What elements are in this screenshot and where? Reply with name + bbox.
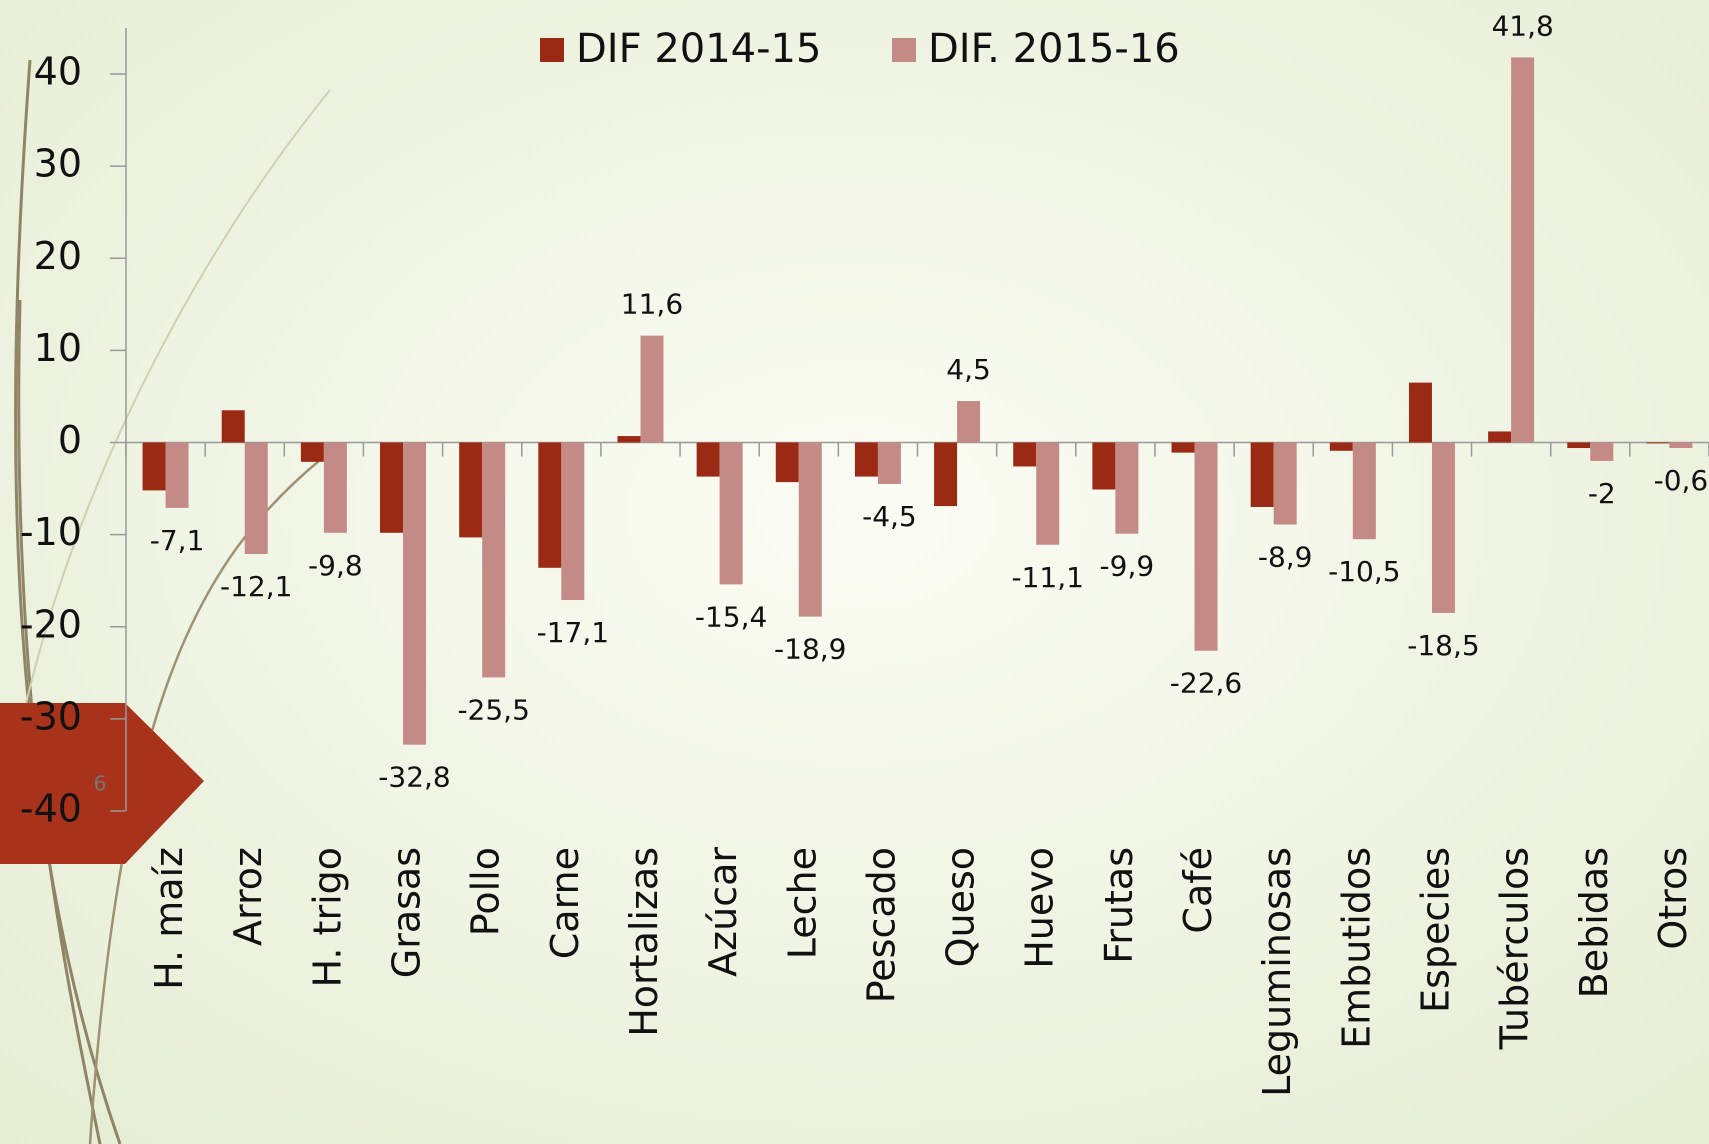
- value-label: -32,8: [378, 761, 450, 794]
- legend-label: DIF 2014-15: [576, 26, 821, 72]
- y-tick-label: 20: [34, 234, 82, 278]
- bar: [1511, 57, 1535, 443]
- bar: [1194, 442, 1218, 651]
- bar: [775, 442, 799, 483]
- legend-label: DIF. 2015-16: [928, 26, 1180, 72]
- x-tick-label: Carne: [543, 847, 587, 959]
- value-label: -25,5: [457, 693, 529, 726]
- y-tick-label: 0: [58, 418, 82, 462]
- bar: [1273, 442, 1297, 525]
- bar: [1171, 442, 1195, 453]
- bar: [1352, 442, 1376, 540]
- bar: [1669, 442, 1693, 449]
- bar: [934, 442, 958, 507]
- bar: [719, 442, 743, 585]
- bar: [1590, 442, 1614, 461]
- value-label: 4,5: [946, 353, 991, 386]
- x-tick-label: Grasas: [385, 847, 429, 978]
- bar: [1013, 442, 1037, 467]
- x-tick-label: Otros: [1651, 847, 1695, 950]
- bar: [640, 335, 664, 443]
- y-tick-label: 40: [34, 50, 82, 94]
- x-tick-label: Café: [1176, 847, 1220, 934]
- bar: [1115, 442, 1139, 534]
- legend-swatch: [892, 38, 916, 62]
- bar: [1092, 442, 1116, 490]
- x-tick-label: H. maíz: [147, 847, 191, 990]
- x-tick-label: Leche: [780, 847, 824, 959]
- bar: [854, 442, 878, 477]
- slide-number: 6: [94, 772, 107, 796]
- value-label: -9,8: [308, 549, 363, 582]
- bar: [538, 442, 562, 568]
- bar: [1488, 431, 1512, 443]
- legend-swatch: [540, 38, 564, 62]
- x-tick-label: Hortalizas: [622, 847, 666, 1037]
- x-tick-label: Leguminosas: [1255, 847, 1299, 1097]
- bar: [1250, 442, 1274, 507]
- value-label: 41,8: [1491, 9, 1553, 42]
- x-tick-label: H. trigo: [305, 847, 349, 988]
- bar: [1329, 442, 1353, 451]
- bar: [244, 442, 268, 554]
- bar: [403, 442, 427, 745]
- value-label: 11,6: [621, 288, 683, 321]
- value-label: -2: [1588, 477, 1616, 510]
- bar: [1408, 382, 1432, 443]
- x-tick-label: Arroz: [226, 847, 270, 946]
- x-tick-label: Queso: [939, 847, 983, 967]
- bar: [165, 442, 189, 508]
- value-label: -7,1: [150, 524, 205, 557]
- bar: [323, 442, 347, 533]
- value-label: -18,9: [774, 633, 846, 666]
- x-tick-label: Pollo: [464, 847, 508, 936]
- value-label: -8,9: [1258, 540, 1313, 573]
- x-tick-label: Especies: [1413, 847, 1457, 1013]
- y-tick-label: -20: [20, 602, 82, 646]
- bar: [561, 442, 585, 601]
- bar: [1431, 442, 1455, 613]
- bar: [380, 442, 404, 533]
- value-label: -22,6: [1170, 667, 1242, 700]
- value-label: -17,1: [537, 616, 609, 649]
- x-tick-label: Frutas: [1097, 847, 1141, 964]
- value-label: -11,1: [1011, 561, 1083, 594]
- value-label: -15,4: [695, 600, 767, 633]
- x-tick-label: Huevo: [1018, 847, 1062, 969]
- value-label: -4,5: [862, 500, 917, 533]
- bar: [877, 442, 901, 484]
- value-label: -9,9: [1100, 550, 1155, 583]
- value-label: -18,5: [1407, 629, 1479, 662]
- x-tick-label: Embutidos: [1334, 847, 1378, 1049]
- x-tick-label: Tubérculos: [1493, 847, 1537, 1050]
- bar: [221, 410, 245, 443]
- y-tick-label: -10: [20, 510, 82, 554]
- bar: [300, 442, 324, 462]
- bar: [482, 442, 506, 678]
- bar: [142, 442, 166, 491]
- y-tick-label: -30: [20, 694, 82, 738]
- slide-marker: [0, 703, 204, 864]
- value-label: -12,1: [220, 570, 292, 603]
- bar: [617, 436, 641, 443]
- bar: [1567, 442, 1591, 449]
- value-label: -0,6: [1654, 464, 1709, 497]
- bar: [798, 442, 822, 617]
- bar: [957, 401, 981, 443]
- bar: [696, 442, 720, 477]
- value-label: -10,5: [1328, 555, 1400, 588]
- y-tick-label: 30: [34, 142, 82, 186]
- y-tick-label: 10: [34, 326, 82, 370]
- x-tick-label: Bebidas: [1572, 847, 1616, 998]
- x-tick-label: Pescado: [859, 847, 903, 1003]
- y-tick-label: -40: [20, 787, 82, 831]
- x-tick-label: Azúcar: [701, 847, 745, 977]
- bar: [1646, 442, 1670, 444]
- bar: [459, 442, 483, 538]
- bar: [1036, 442, 1060, 545]
